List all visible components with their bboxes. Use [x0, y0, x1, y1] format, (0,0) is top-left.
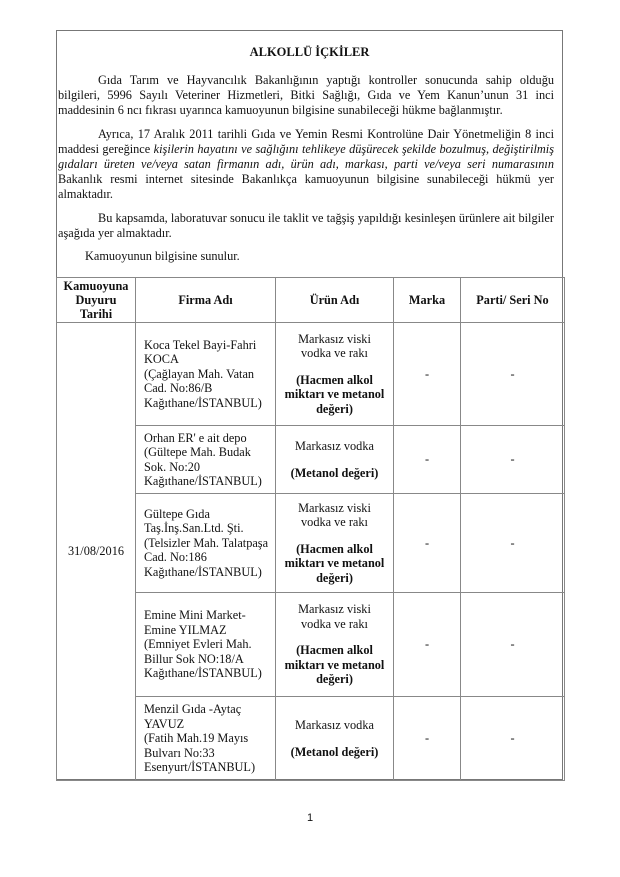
- brand: -: [393, 592, 461, 697]
- paragraph-regulation: Ayrıca, 17 Aralık 2011 tarihli Gıda ve Y…: [58, 127, 554, 202]
- product-cell: Markasız vodka (Metanol değeri): [275, 425, 394, 494]
- product-cell: Markasız viski vodka ve rakı (Hacmen alko…: [275, 322, 394, 426]
- paragraph-regulation-italic: kişilerin hayatını ve sağlığını tehlikey…: [58, 142, 554, 171]
- brand: -: [393, 425, 461, 494]
- header-product: Ürün Adı: [275, 277, 394, 323]
- paragraph-announcement-text: Kamuoyunun bilgisine sunulur.: [85, 249, 240, 263]
- header-lot: Parti/ Seri No: [460, 277, 565, 323]
- brand: -: [393, 322, 461, 426]
- product-cell: Markasız viski vodka ve rakı (Hacmen alko…: [275, 493, 394, 593]
- header-firm: Firma Adı: [135, 277, 276, 323]
- paragraph-regulation-end: Bakanlık resmi internet sitesinde Bakanl…: [58, 172, 554, 201]
- paragraph-scope-text: Bu kapsamda, laboratuvar sonucu ile takl…: [58, 211, 554, 240]
- lot-number: -: [460, 493, 565, 593]
- lot-number: -: [460, 425, 565, 494]
- header-brand: Marka: [393, 277, 461, 323]
- product-name: Markasız viski vodka ve rakı: [298, 500, 371, 530]
- product-cell: Markasız vodka (Metanol değeri): [275, 696, 394, 781]
- paragraph-announcement: Kamuoyunun bilgisine sunulur.: [58, 249, 554, 264]
- firm-name: Menzil Gıda -Aytaç YAVUZ (Fatih Mah.19 M…: [135, 696, 276, 781]
- product-name: Markasız viski vodka ve rakı: [298, 602, 371, 631]
- brand: -: [393, 493, 461, 593]
- table-row: Menzil Gıda -Aytaç YAVUZ (Fatih Mah.19 M…: [57, 696, 565, 781]
- product-test-note: (Hacmen alkol miktarı ve metanol değeri): [284, 372, 385, 416]
- firm-name: Emine Mini Market- Emine YILMAZ (Emniyet…: [135, 592, 276, 697]
- paragraph-scope: Bu kapsamda, laboratuvar sonucu ile takl…: [58, 211, 554, 241]
- table-row: Orhan ER' e ait depo (Gültepe Mah. Budak…: [57, 425, 565, 494]
- product-test-note: (Metanol değeri): [290, 465, 379, 480]
- product-name: Markasız viski vodka ve rakı: [298, 331, 371, 361]
- firm-name: Gültepe Gıda Taş.İnş.San.Ltd. Şti. (Tels…: [135, 493, 276, 593]
- product-test-note: (Hacmen alkol miktarı ve metanol değeri): [284, 541, 385, 585]
- lot-number: -: [460, 322, 565, 426]
- products-table: Kamuoyuna Duyuru Tarihi Firma Adı Ürün A…: [56, 277, 565, 781]
- paragraph-regulation-start: Ayrıca, 17 Aralık 2011 tarihli Gıda ve Y…: [58, 127, 554, 156]
- paragraph-intro: Gıda Tarım ve Hayvancılık Bakanlığının y…: [58, 73, 554, 118]
- product-name: Markasız vodka: [295, 439, 374, 453]
- table-row: Gültepe Gıda Taş.İnş.San.Ltd. Şti. (Tels…: [57, 493, 565, 593]
- lot-number: -: [460, 696, 565, 781]
- page-title: ALKOLLÜ İÇKİLER: [249, 45, 370, 59]
- header-date: Kamuoyuna Duyuru Tarihi: [56, 277, 136, 323]
- document-frame: ALKOLLÜ İÇKİLER Gıda Tarım ve Hayvancılı…: [56, 30, 565, 781]
- brand: -: [393, 696, 461, 781]
- table-row: 31/08/2016 Koca Tekel Bayi-Fahri KOCA (Ça…: [56, 322, 565, 781]
- table-header-row: Kamuoyuna Duyuru Tarihi Firma Adı Ürün A…: [56, 277, 565, 323]
- product-test-note: (Hacmen alkol miktarı ve metanol değeri): [284, 643, 385, 687]
- product-cell: Markasız viski vodka ve rakı (Hacmen alko…: [275, 592, 394, 697]
- firm-name: Orhan ER' e ait depo (Gültepe Mah. Budak…: [135, 425, 276, 494]
- announcement-date: 31/08/2016: [56, 322, 136, 781]
- paragraph-intro-text: Gıda Tarım ve Hayvancılık Bakanlığının y…: [58, 73, 554, 117]
- firm-name: Koca Tekel Bayi-Fahri KOCA (Çağlayan Mah…: [135, 322, 276, 426]
- page-number: 1: [306, 812, 314, 824]
- product-test-note: (Metanol değeri): [290, 744, 379, 759]
- lot-number: -: [460, 592, 565, 697]
- product-name: Markasız vodka: [295, 718, 374, 732]
